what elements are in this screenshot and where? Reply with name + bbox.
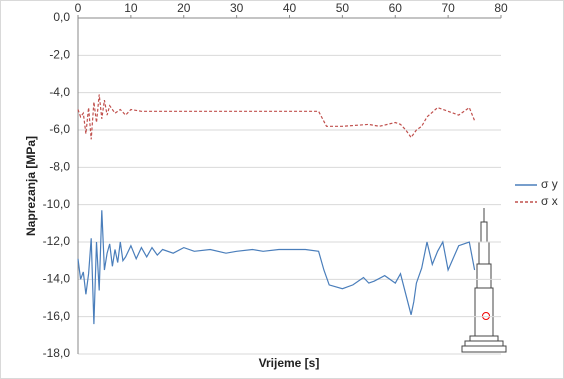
x-tick-label: 50	[336, 1, 350, 15]
y-axis-title: Naprezanja [MPa]	[24, 136, 38, 236]
series-line	[77, 210, 476, 325]
x-tick-label: 0	[75, 1, 82, 15]
legend-label: σ x	[541, 194, 558, 208]
x-axis-title: Vrijeme [s]	[259, 356, 320, 370]
x-tick-label: 20	[177, 1, 191, 15]
y-tick-label: -4,0	[49, 85, 70, 99]
y-tick-label: -12,0	[43, 234, 71, 248]
x-tick-label: 80	[494, 1, 508, 15]
series-line	[77, 94, 476, 140]
x-tick-label: 10	[124, 1, 138, 15]
y-tick-label: -10,0	[43, 197, 71, 211]
x-tick-label: 30	[230, 1, 244, 15]
y-tick-label: -18,0	[43, 346, 71, 360]
y-tick-label: -16,0	[43, 309, 71, 323]
y-tick-label: 0,0	[53, 10, 70, 24]
x-tick-label: 60	[389, 1, 403, 15]
x-tick-label: 70	[441, 1, 455, 15]
x-tick-label: 40	[283, 1, 297, 15]
y-tick-label: -6,0	[49, 122, 70, 136]
y-tick-label: -14,0	[43, 272, 71, 286]
y-tick-label: -8,0	[49, 160, 70, 174]
y-tick-label: -2,0	[49, 48, 70, 62]
legend-label: σ y	[541, 177, 558, 191]
